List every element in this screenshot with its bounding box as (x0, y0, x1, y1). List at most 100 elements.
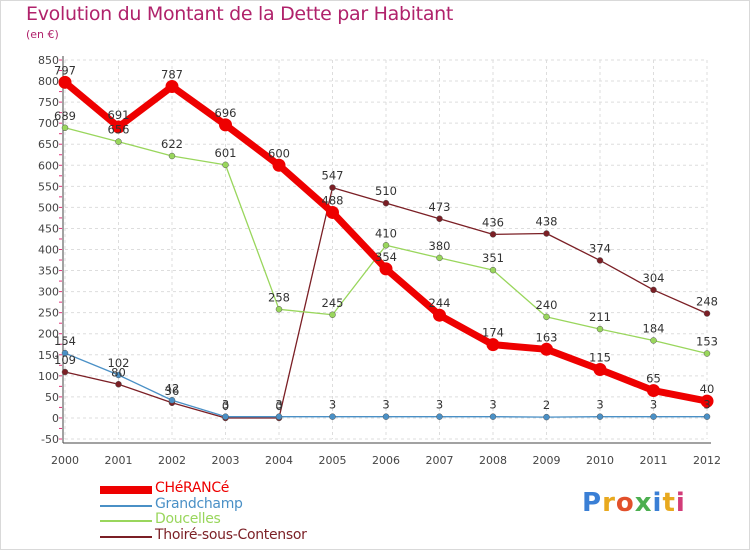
data-label: 473 (429, 200, 451, 214)
data-label: 3 (329, 398, 336, 412)
y-tick-label: 350 (38, 265, 59, 278)
data-point (596, 413, 604, 420)
x-tick-label: 2003 (212, 454, 240, 467)
y-tick-label: 200 (38, 328, 59, 341)
data-point (115, 381, 122, 388)
data-point (382, 413, 390, 420)
data-point (222, 161, 229, 169)
data-label: 797 (54, 63, 76, 77)
data-label: 410 (375, 226, 397, 240)
data-point (115, 138, 122, 145)
data-label: 3 (436, 398, 443, 412)
x-tick-label: 2004 (265, 454, 293, 467)
y-tick-label: 300 (38, 286, 59, 299)
data-point (436, 254, 443, 262)
data-label: 380 (429, 239, 451, 253)
data-label: 600 (268, 146, 290, 160)
data-point (703, 350, 711, 357)
data-label: 163 (536, 330, 558, 344)
data-point (433, 308, 446, 322)
data-point (382, 242, 390, 249)
data-label: 3 (650, 398, 657, 412)
data-point (596, 257, 604, 264)
legend-swatch (100, 486, 152, 494)
x-tick-label: 2002 (158, 454, 186, 467)
data-point (543, 313, 550, 321)
data-label: 3 (596, 398, 603, 412)
y-tick-label: 700 (38, 117, 59, 130)
data-point (543, 413, 550, 421)
data-point (329, 184, 336, 191)
data-point (379, 262, 393, 276)
y-tick-label: 150 (38, 349, 59, 362)
y-tick-label: 600 (38, 159, 59, 172)
legend-label: Grandchamp (155, 496, 243, 512)
x-tick-label: 2007 (426, 454, 454, 467)
data-label: 80 (111, 365, 126, 379)
series-layer (58, 75, 714, 422)
data-label: 3 (222, 398, 229, 412)
data-label: 258 (268, 290, 290, 304)
data-point (168, 397, 176, 404)
data-point (222, 413, 229, 420)
data-label: 244 (429, 296, 451, 310)
data-label: 787 (161, 68, 183, 82)
data-label: 691 (108, 108, 130, 122)
x-tick-label: 2006 (372, 454, 400, 467)
data-label: 102 (108, 356, 130, 370)
data-label: 3 (489, 398, 496, 412)
data-point (436, 215, 443, 223)
data-label: 656 (108, 123, 130, 137)
y-tick-label: 250 (38, 307, 59, 320)
data-label: 115 (589, 351, 611, 365)
legend-swatch (100, 520, 152, 522)
y-tick-label: 450 (38, 222, 59, 235)
data-label: 109 (54, 353, 76, 367)
x-tick-label: 2001 (105, 454, 133, 467)
data-label: 240 (536, 298, 558, 312)
data-label: 436 (482, 215, 504, 229)
y-tick-label: 850 (38, 54, 59, 67)
data-label: 601 (215, 146, 237, 160)
legend-label: CHéRANCé (155, 480, 230, 496)
proxiti-logo: Proxiti Proxiti (582, 488, 686, 518)
axes: -500501001502002503003504004505005506006… (38, 54, 721, 467)
y-tick-label: 800 (38, 75, 59, 88)
data-point (489, 231, 497, 238)
x-tick-label: 2011 (640, 454, 668, 467)
data-point (115, 371, 122, 379)
legend-label: Doucelles (155, 511, 221, 527)
data-label: 65 (646, 372, 661, 386)
data-point (168, 152, 176, 160)
chart-title: Evolution du Montant de la Dette par Hab… (26, 3, 454, 25)
data-label: 438 (536, 214, 558, 228)
data-label: 0 (222, 399, 229, 413)
data-label: 622 (161, 137, 183, 151)
data-point (596, 325, 604, 333)
data-label: 2 (543, 398, 550, 412)
data-point (647, 384, 660, 398)
y-tick-label: 0 (52, 412, 59, 425)
data-point (650, 286, 657, 294)
x-tick-label: 2008 (479, 454, 507, 467)
x-tick-label: 2009 (533, 454, 561, 467)
data-point (61, 349, 69, 357)
data-label: 351 (482, 251, 504, 265)
data-label: 488 (322, 193, 344, 207)
data-point (703, 310, 711, 317)
data-label: 0 (275, 399, 282, 413)
data-point (382, 199, 390, 207)
data-label: 248 (696, 295, 718, 309)
data-point (650, 413, 657, 420)
data-point (540, 342, 553, 356)
data-point (489, 413, 497, 420)
data-label: 40 (700, 382, 715, 396)
y-tick-label: 50 (45, 391, 59, 404)
data-point (700, 394, 714, 408)
x-tick-label: 2012 (693, 454, 721, 467)
data-point (61, 368, 69, 376)
data-label: 689 (54, 109, 76, 123)
data-label: 211 (589, 310, 611, 324)
